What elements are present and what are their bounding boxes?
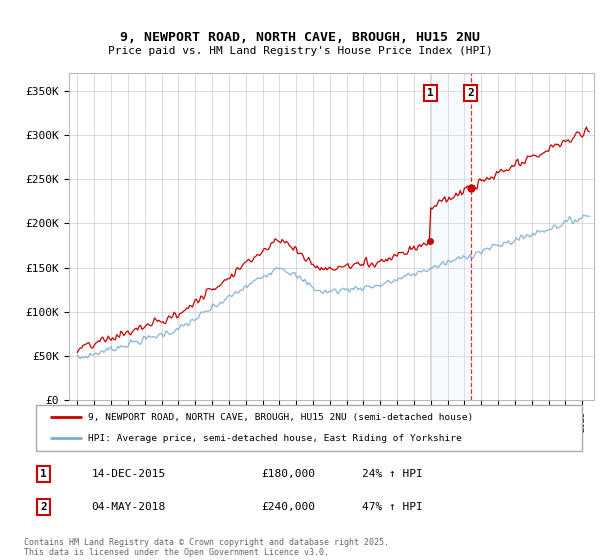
Text: 9, NEWPORT ROAD, NORTH CAVE, BROUGH, HU15 2NU: 9, NEWPORT ROAD, NORTH CAVE, BROUGH, HU1… — [120, 31, 480, 44]
Text: HPI: Average price, semi-detached house, East Riding of Yorkshire: HPI: Average price, semi-detached house,… — [88, 434, 461, 443]
Text: 2: 2 — [467, 88, 474, 98]
Text: 2: 2 — [40, 502, 47, 512]
Text: Price paid vs. HM Land Registry's House Price Index (HPI): Price paid vs. HM Land Registry's House … — [107, 46, 493, 56]
Text: 47% ↑ HPI: 47% ↑ HPI — [362, 502, 423, 512]
Text: 1: 1 — [427, 88, 433, 98]
Bar — [430, 73, 470, 400]
Text: 1: 1 — [40, 469, 47, 479]
FancyBboxPatch shape — [36, 405, 582, 451]
Text: 24% ↑ HPI: 24% ↑ HPI — [362, 469, 423, 479]
Text: 04-MAY-2018: 04-MAY-2018 — [92, 502, 166, 512]
Text: 14-DEC-2015: 14-DEC-2015 — [92, 469, 166, 479]
Text: £180,000: £180,000 — [261, 469, 315, 479]
Text: Contains HM Land Registry data © Crown copyright and database right 2025.
This d: Contains HM Land Registry data © Crown c… — [24, 538, 389, 557]
Text: £240,000: £240,000 — [261, 502, 315, 512]
Text: 9, NEWPORT ROAD, NORTH CAVE, BROUGH, HU15 2NU (semi-detached house): 9, NEWPORT ROAD, NORTH CAVE, BROUGH, HU1… — [88, 413, 473, 422]
